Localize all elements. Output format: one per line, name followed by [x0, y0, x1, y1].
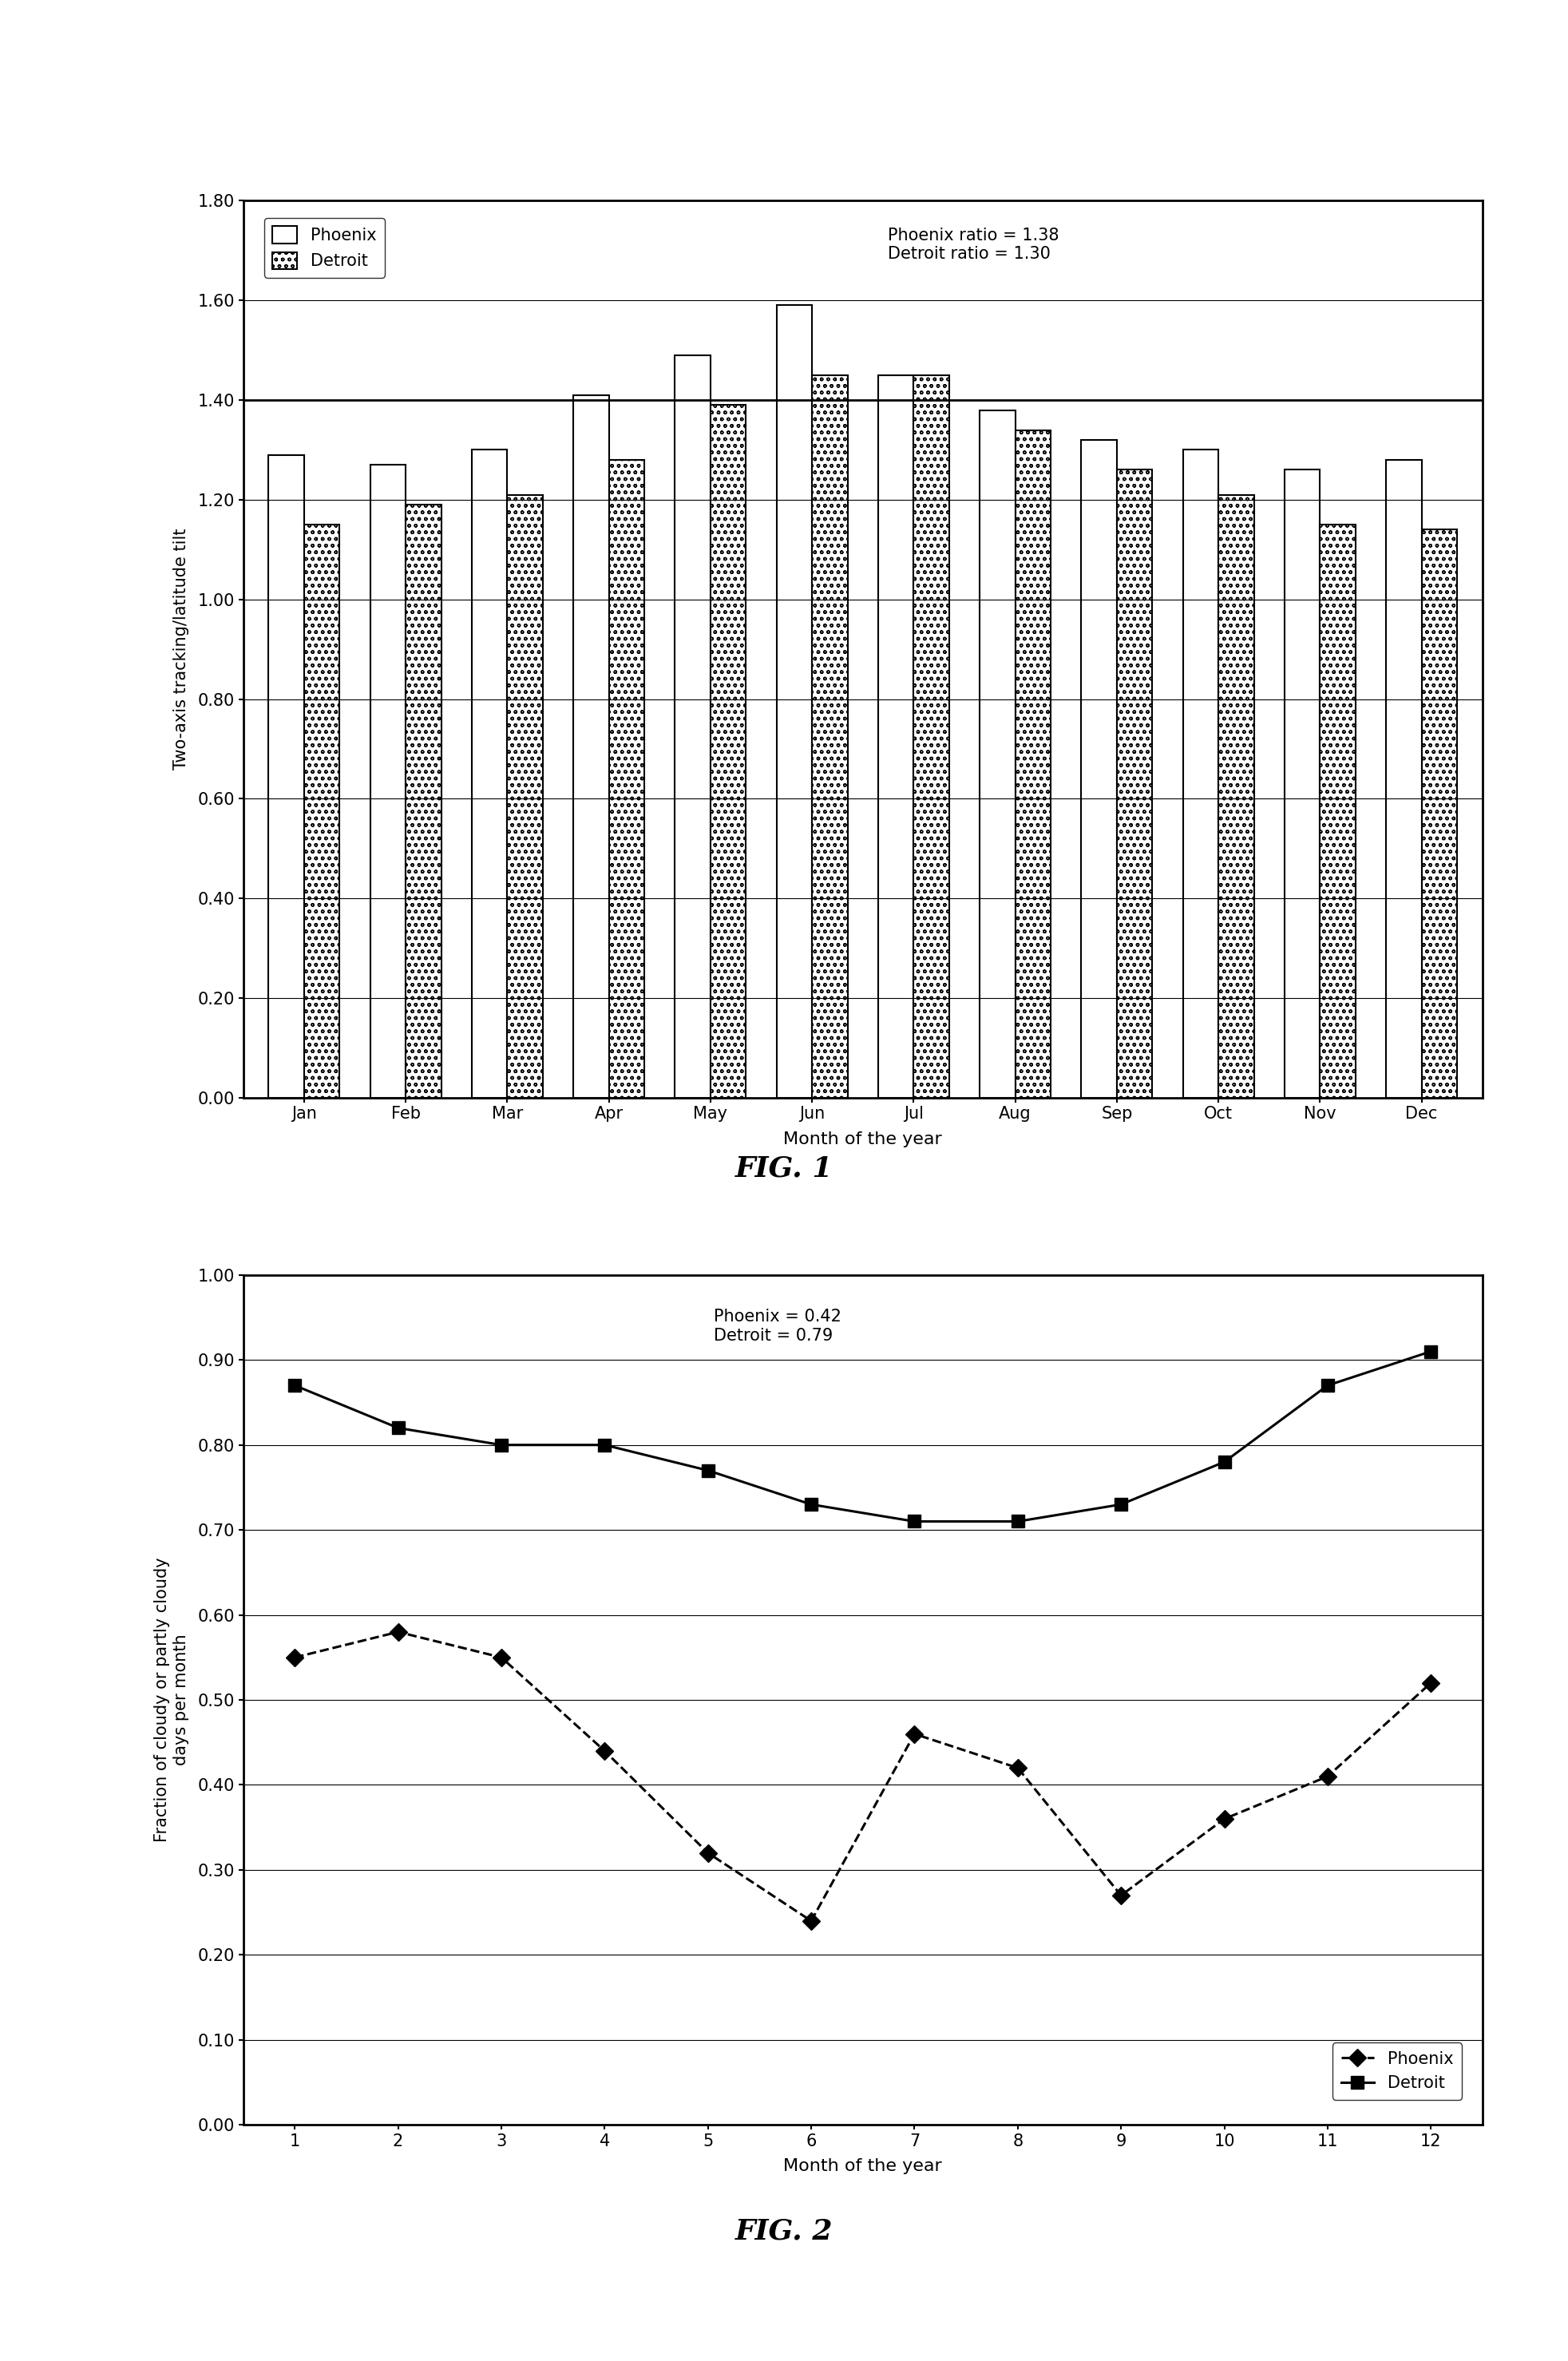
Bar: [812, 375, 847, 1098]
Bar: [1014, 430, 1051, 1098]
Bar: [608, 460, 644, 1098]
Phoenix: [1421, 1669, 1439, 1698]
Bar: [1218, 496, 1253, 1098]
Bar: [370, 465, 406, 1098]
Bar: [406, 505, 441, 1098]
Phoenix: [1112, 1882, 1131, 1910]
Detroit: [285, 1372, 304, 1400]
Bar: [472, 451, 506, 1098]
Phoenix: [594, 1738, 613, 1766]
Detroit: [698, 1457, 717, 1485]
Detroit: [1214, 1447, 1232, 1476]
Text: Phoenix ratio = 1.38
Detroit ratio = 1.30: Phoenix ratio = 1.38 Detroit ratio = 1.3…: [887, 227, 1058, 262]
Detroit: [1317, 1372, 1336, 1400]
Text: FIG. 1: FIG. 1: [735, 1155, 833, 1183]
Text: FIG. 2: FIG. 2: [735, 2217, 833, 2245]
Text: Phoenix = 0.42
Detroit = 0.79: Phoenix = 0.42 Detroit = 0.79: [713, 1308, 842, 1343]
Phoenix: [389, 1617, 408, 1646]
Phoenix: [1317, 1761, 1336, 1790]
Legend: Phoenix, Detroit: Phoenix, Detroit: [263, 217, 384, 279]
Bar: [1080, 439, 1116, 1098]
Y-axis label: Two-axis tracking/latitude tilt: Two-axis tracking/latitude tilt: [172, 529, 188, 770]
Detroit: [905, 1506, 924, 1535]
Detroit: [1421, 1336, 1439, 1365]
Detroit: [1112, 1490, 1131, 1518]
Line: Phoenix: Phoenix: [289, 1627, 1436, 1927]
Phoenix: [801, 1908, 820, 1936]
Bar: [674, 354, 710, 1098]
Bar: [913, 375, 949, 1098]
Detroit: [801, 1490, 820, 1518]
Bar: [1284, 470, 1319, 1098]
Phoenix: [492, 1643, 511, 1672]
Bar: [1182, 451, 1218, 1098]
X-axis label: Month of the year: Month of the year: [782, 2158, 942, 2174]
Legend: Phoenix, Detroit: Phoenix, Detroit: [1331, 2042, 1461, 2099]
Phoenix: [698, 1839, 717, 1868]
Bar: [268, 456, 304, 1098]
Bar: [1421, 529, 1457, 1098]
Detroit: [1008, 1506, 1027, 1535]
Bar: [978, 411, 1014, 1098]
Bar: [776, 305, 812, 1098]
Y-axis label: Fraction of cloudy or partly cloudy
days per month: Fraction of cloudy or partly cloudy days…: [154, 1558, 188, 1842]
Line: Detroit: Detroit: [289, 1346, 1436, 1528]
Bar: [572, 394, 608, 1098]
Phoenix: [1008, 1754, 1027, 1783]
Bar: [878, 375, 913, 1098]
Detroit: [492, 1431, 511, 1459]
Bar: [1319, 524, 1355, 1098]
Bar: [1385, 460, 1421, 1098]
Bar: [506, 496, 543, 1098]
Phoenix: [905, 1719, 924, 1747]
Bar: [304, 524, 340, 1098]
Phoenix: [285, 1643, 304, 1672]
Bar: [1116, 470, 1152, 1098]
Detroit: [389, 1414, 408, 1443]
Detroit: [594, 1431, 613, 1459]
Phoenix: [1214, 1804, 1232, 1832]
X-axis label: Month of the year: Month of the year: [782, 1131, 942, 1147]
Bar: [710, 406, 746, 1098]
